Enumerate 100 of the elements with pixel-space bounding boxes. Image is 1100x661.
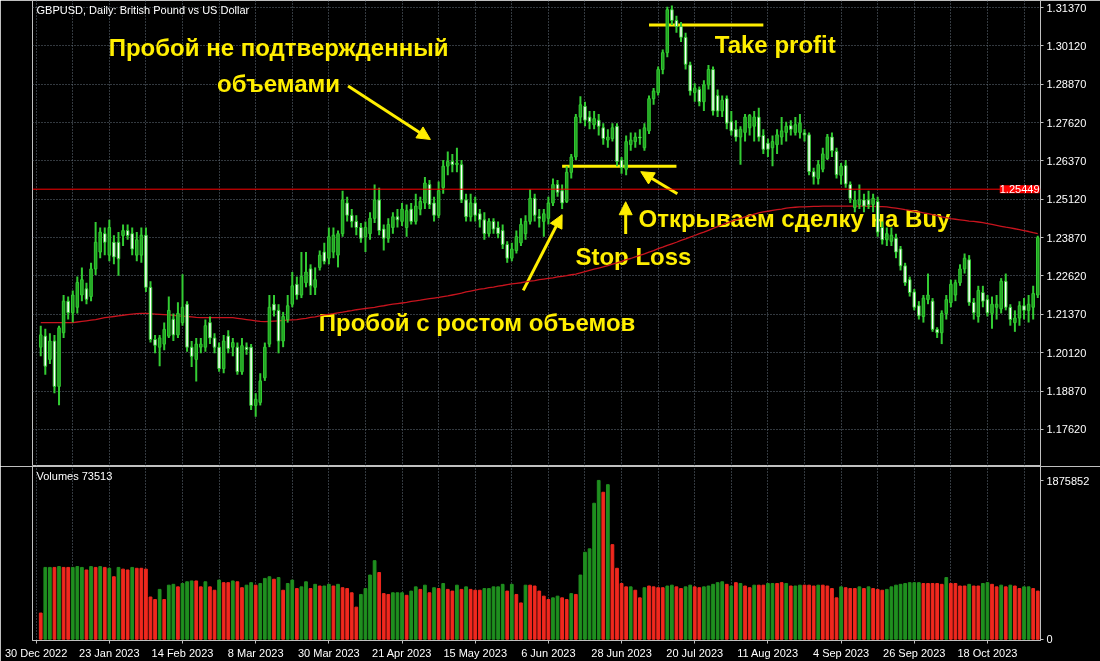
bar <box>61 566 66 640</box>
bar <box>601 491 606 640</box>
bar <box>633 589 638 640</box>
bar <box>326 583 331 640</box>
bar <box>38 612 43 640</box>
bar <box>921 582 926 640</box>
bar <box>162 599 167 640</box>
x-tick-label: 30 Mar 2023 <box>297 646 360 659</box>
bar <box>468 588 473 640</box>
bar <box>573 593 578 640</box>
x-tick-label: 26 Sep 2023 <box>883 646 946 659</box>
bar <box>166 584 171 640</box>
bar <box>715 582 720 640</box>
bar <box>816 584 821 640</box>
bar <box>66 566 71 640</box>
bar <box>660 587 665 640</box>
bar <box>331 585 336 640</box>
bar <box>267 576 272 640</box>
bar <box>445 588 450 640</box>
bar <box>116 566 121 640</box>
x-tick-label: 21 Apr 2023 <box>372 646 432 659</box>
bar <box>688 584 693 640</box>
bar <box>221 582 226 640</box>
x-tick-label: 28 Jun 2023 <box>591 646 652 659</box>
bar <box>1035 590 1040 640</box>
bar <box>999 584 1004 640</box>
bar <box>505 590 510 640</box>
bar <box>962 585 967 640</box>
bar <box>907 582 912 640</box>
bar <box>651 586 656 640</box>
bar <box>793 585 798 640</box>
bar <box>683 586 688 640</box>
bar <box>57 566 61 640</box>
bar <box>697 587 702 640</box>
bar <box>930 582 935 640</box>
x-tick-label: 15 May 2023 <box>443 646 508 659</box>
bar <box>258 582 263 640</box>
bar <box>811 585 816 640</box>
bar <box>605 484 610 640</box>
bar <box>464 586 468 640</box>
bar <box>857 586 862 640</box>
bar <box>514 593 519 640</box>
bar <box>1026 586 1031 640</box>
bar <box>912 582 917 640</box>
bar <box>171 583 176 640</box>
bar <box>317 585 322 640</box>
bar <box>976 585 981 640</box>
chart-title: Volumes 73513 <box>36 469 113 482</box>
bar <box>180 582 185 640</box>
bar <box>702 586 706 640</box>
bar <box>916 582 921 640</box>
bar <box>523 584 528 640</box>
bar <box>491 586 496 640</box>
bar <box>235 581 240 640</box>
bar <box>459 588 464 640</box>
bar <box>308 588 313 640</box>
x-tick-label: 6 Jun 2023 <box>521 646 576 659</box>
bar <box>935 582 940 640</box>
bar <box>1017 588 1022 640</box>
bar <box>880 589 885 640</box>
bar <box>285 582 290 640</box>
bar <box>455 584 459 640</box>
x-tick-label: 4 Sep 2023 <box>812 646 870 659</box>
bar <box>848 588 853 640</box>
bar <box>692 586 697 640</box>
bar <box>340 587 345 640</box>
x-tick-label: 11 Aug 2023 <box>737 646 799 659</box>
bar <box>125 569 130 640</box>
bar <box>569 593 574 640</box>
bar <box>898 583 903 640</box>
bar <box>981 582 985 640</box>
bar <box>555 595 560 640</box>
bar <box>272 578 276 640</box>
bar <box>290 579 295 640</box>
bar <box>770 582 775 640</box>
bar <box>395 592 400 640</box>
x-tick-label: 14 Feb 2023 <box>151 646 214 659</box>
bar <box>276 577 281 640</box>
bar <box>628 586 633 640</box>
bar <box>944 577 949 640</box>
bar <box>665 585 670 640</box>
bar <box>134 567 139 640</box>
bar <box>244 584 249 640</box>
bar <box>477 589 482 640</box>
bar <box>336 583 340 640</box>
bar <box>249 582 253 640</box>
bar <box>189 580 194 640</box>
bar <box>761 584 766 640</box>
bar <box>322 585 327 640</box>
bar <box>203 581 208 640</box>
bar <box>546 599 551 640</box>
bar <box>784 582 789 640</box>
bar <box>862 588 866 640</box>
bar <box>971 585 976 640</box>
bar <box>843 587 848 640</box>
bar <box>596 479 601 640</box>
x-tick-label: 18 Oct 2023 <box>957 646 1018 659</box>
bar <box>75 566 80 640</box>
y-tick-label: 0 <box>1046 633 1053 646</box>
bar <box>436 588 441 640</box>
